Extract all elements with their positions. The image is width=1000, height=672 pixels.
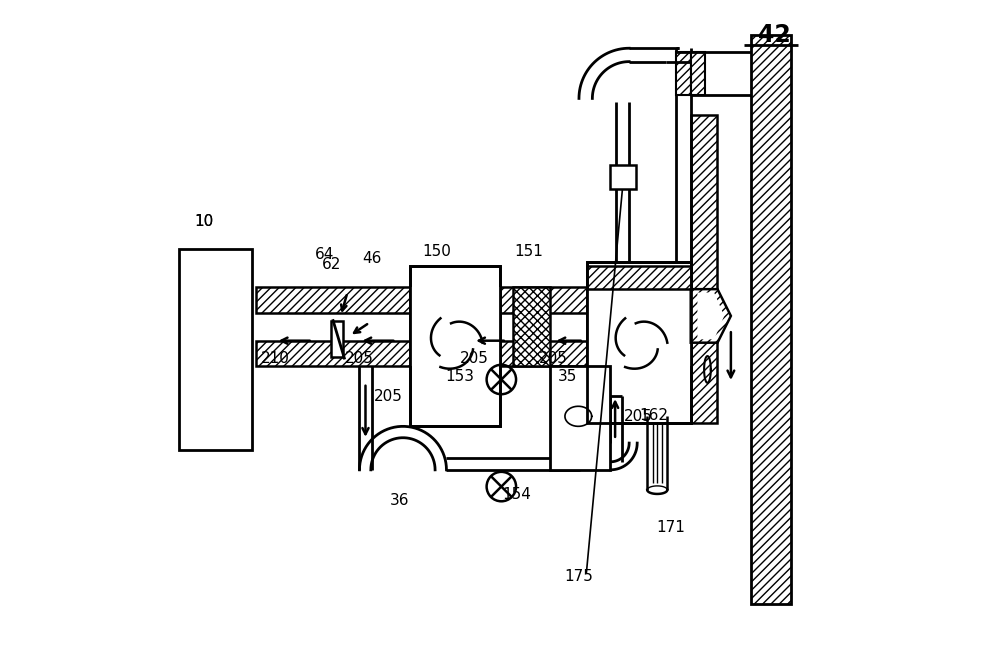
Text: 150: 150 <box>422 244 451 259</box>
Bar <box>410 265 500 426</box>
Bar <box>691 115 717 423</box>
Text: 10: 10 <box>195 214 214 229</box>
Bar <box>587 287 691 366</box>
Text: 35: 35 <box>558 369 577 384</box>
Bar <box>610 165 636 189</box>
Bar <box>691 52 705 95</box>
Text: 62: 62 <box>322 257 341 272</box>
Text: 64: 64 <box>315 247 334 262</box>
Bar <box>751 35 791 603</box>
Text: 210: 210 <box>261 351 290 366</box>
Text: 205: 205 <box>345 351 374 366</box>
Text: 171: 171 <box>656 520 685 535</box>
Bar <box>256 341 671 366</box>
Text: 205: 205 <box>460 351 489 366</box>
Bar <box>256 287 671 312</box>
Bar <box>331 321 343 358</box>
Bar <box>587 262 691 423</box>
Bar <box>587 262 691 423</box>
Text: 154: 154 <box>502 487 531 501</box>
Polygon shape <box>697 292 724 339</box>
Bar <box>179 249 252 450</box>
Bar <box>550 366 610 470</box>
Polygon shape <box>691 289 731 343</box>
Text: 36: 36 <box>390 493 409 508</box>
Text: 10: 10 <box>195 214 214 229</box>
Text: 46: 46 <box>362 251 381 265</box>
Text: 205: 205 <box>624 409 653 424</box>
Text: 205: 205 <box>539 351 568 366</box>
Bar <box>676 52 691 95</box>
Text: 153: 153 <box>446 369 475 384</box>
Text: 205: 205 <box>374 388 403 404</box>
Bar <box>410 287 500 366</box>
Bar <box>587 265 691 289</box>
Bar <box>410 265 500 426</box>
Text: 175: 175 <box>564 569 593 583</box>
Text: 42: 42 <box>758 23 791 47</box>
Bar <box>513 287 550 366</box>
Text: 151: 151 <box>514 244 543 259</box>
Text: 162: 162 <box>639 408 668 423</box>
